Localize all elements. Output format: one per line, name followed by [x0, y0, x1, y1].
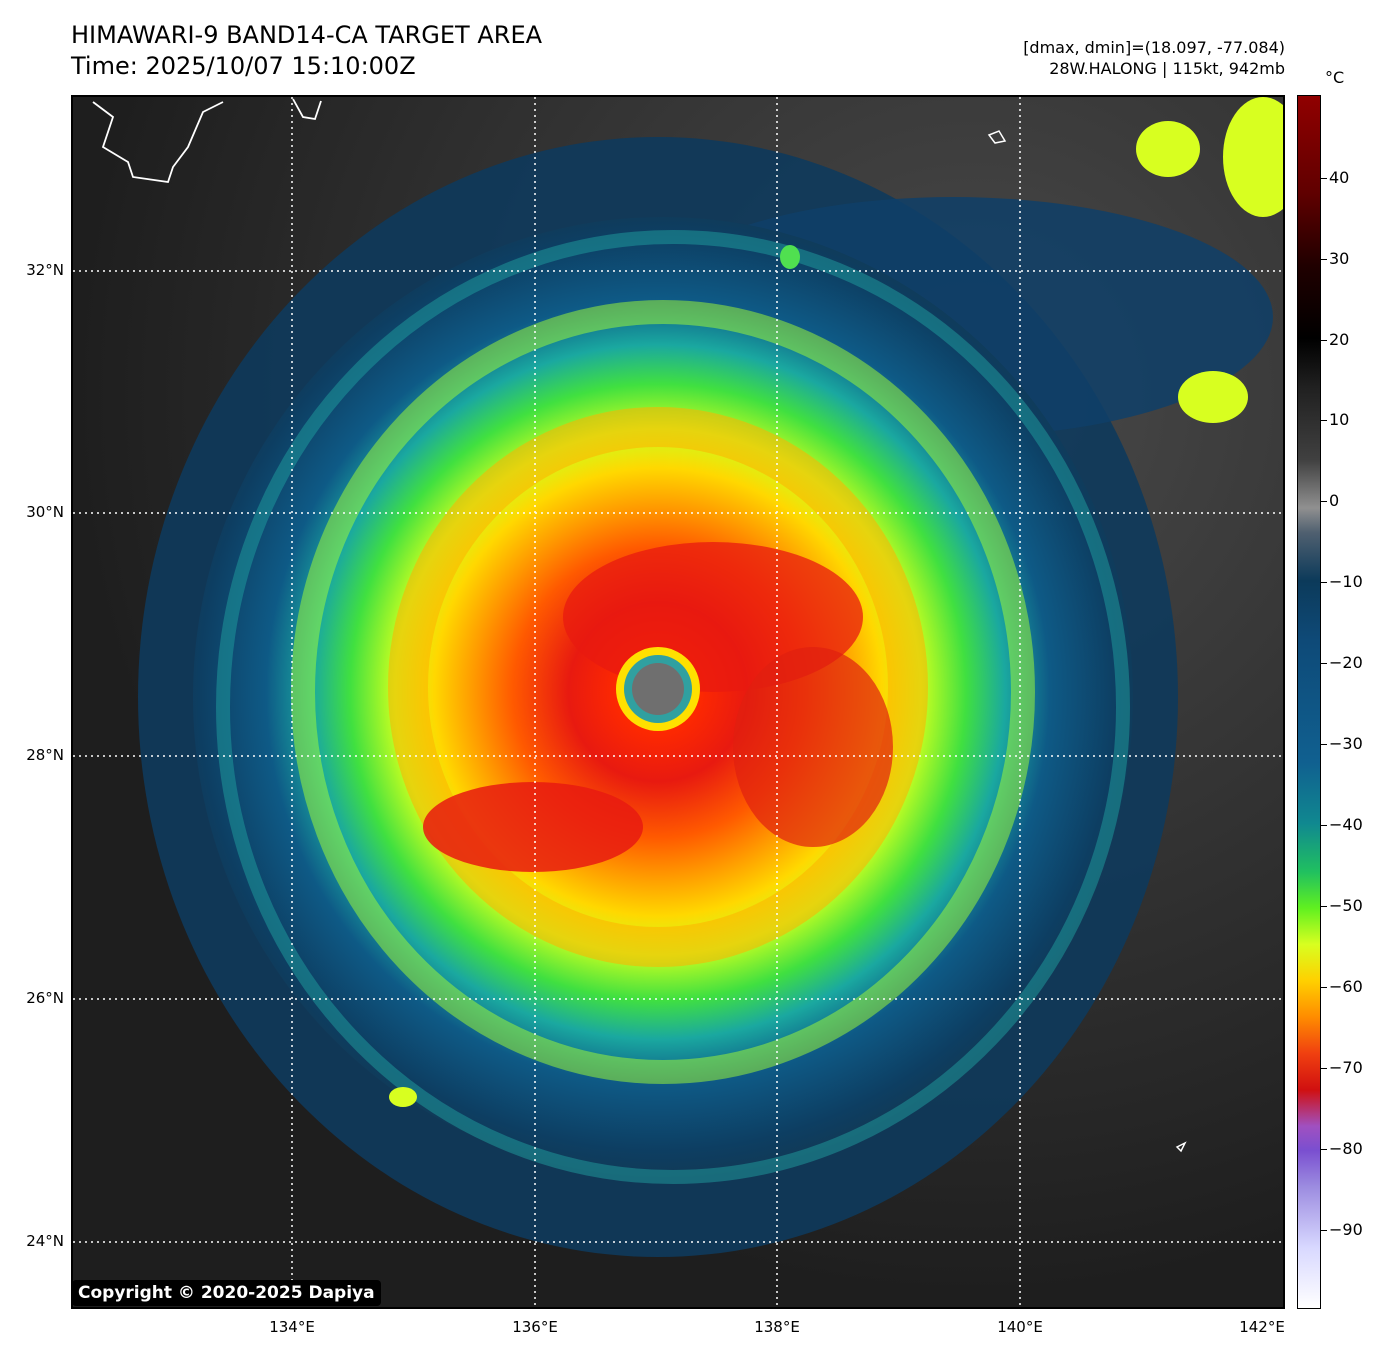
colorbar-tick — [1321, 1149, 1327, 1150]
copyright-label: Copyright © 2020-2025 Dapiya — [72, 1280, 381, 1306]
colorbar-tick — [1321, 744, 1327, 745]
lon-label-134e: 134°E — [269, 1318, 315, 1336]
colorbar-label-0: 0 — [1329, 491, 1340, 510]
cold-cloud-top-southwest — [423, 782, 643, 872]
coastline-shikoku — [292, 98, 322, 121]
convective-cell-n — [780, 245, 800, 269]
satellite-imagery — [73, 97, 1283, 1307]
colorbar-tick — [1321, 420, 1327, 421]
lat-label-30n: 30°N — [26, 503, 64, 521]
storm-eye — [632, 663, 684, 715]
lon-label-142e: 142°E — [1239, 1318, 1285, 1336]
colorbar-label-minus20: −20 — [1329, 653, 1363, 672]
colorbar-label-minus40: −40 — [1329, 815, 1363, 834]
lon-label-138e: 138°E — [754, 1318, 800, 1336]
lat-label-28n: 28°N — [26, 746, 64, 764]
spiral-band-outer — [216, 230, 1130, 1184]
convective-cell-ne2 — [1223, 97, 1283, 217]
colorbar-label-minus70: −70 — [1329, 1058, 1363, 1077]
colorbar-tick — [1321, 906, 1327, 907]
convective-cell-sw — [389, 1087, 417, 1107]
colorbar-tick — [1321, 1068, 1327, 1069]
colorbar-tick — [1321, 1230, 1327, 1231]
colorbar-label-20: 20 — [1329, 330, 1350, 349]
colorbar-label-10: 10 — [1329, 410, 1350, 429]
lat-label-24n: 24°N — [26, 1232, 64, 1250]
colorbar-tick — [1321, 501, 1327, 502]
colorbar-tick — [1321, 825, 1327, 826]
colorbar-label-minus90: −90 — [1329, 1220, 1363, 1239]
colorbar-label-minus50: −50 — [1329, 896, 1363, 915]
spiral-band-inner — [388, 407, 928, 967]
colorbar-tick — [1321, 340, 1327, 341]
dmax-dmin-readout: [dmax, dmin]=(18.097, -77.084) — [1023, 38, 1285, 57]
lon-label-140e: 140°E — [997, 1318, 1043, 1336]
colorbar-tick — [1321, 987, 1327, 988]
colorbar-label-minus60: −60 — [1329, 977, 1363, 996]
colorbar-tick — [1321, 663, 1327, 664]
storm-info: 28W.HALONG | 115kt, 942mb — [1049, 59, 1285, 78]
spiral-band-mid — [291, 300, 1035, 1084]
island-south — [1175, 1141, 1187, 1153]
colorbar-label-minus80: −80 — [1329, 1139, 1363, 1158]
cold-cloud-top-east — [733, 647, 893, 847]
colorbar-label-minus10: −10 — [1329, 572, 1363, 591]
convective-cell-ne1 — [1136, 121, 1200, 177]
temperature-colorbar — [1297, 95, 1321, 1309]
colorbar-tick — [1321, 582, 1327, 583]
map-time: Time: 2025/10/07 15:10:00Z — [71, 52, 416, 80]
satellite-map[interactable] — [71, 95, 1285, 1309]
convective-cell-e — [1178, 371, 1248, 423]
map-title: HIMAWARI-9 BAND14-CA TARGET AREA — [71, 21, 543, 49]
coastline-kyushu — [92, 101, 224, 183]
colorbar-label-40: 40 — [1329, 168, 1350, 187]
colorbar-label-minus30: −30 — [1329, 734, 1363, 753]
colorbar-tick — [1321, 178, 1327, 179]
colorbar-tick — [1321, 259, 1327, 260]
colorbar-label-30: 30 — [1329, 249, 1350, 268]
lat-label-32n: 32°N — [26, 261, 64, 279]
colorbar-unit: °C — [1325, 68, 1345, 87]
lat-label-26n: 26°N — [26, 989, 64, 1007]
lon-label-136e: 136°E — [512, 1318, 558, 1336]
gridlines — [73, 97, 1283, 1307]
island-north — [987, 130, 1007, 144]
